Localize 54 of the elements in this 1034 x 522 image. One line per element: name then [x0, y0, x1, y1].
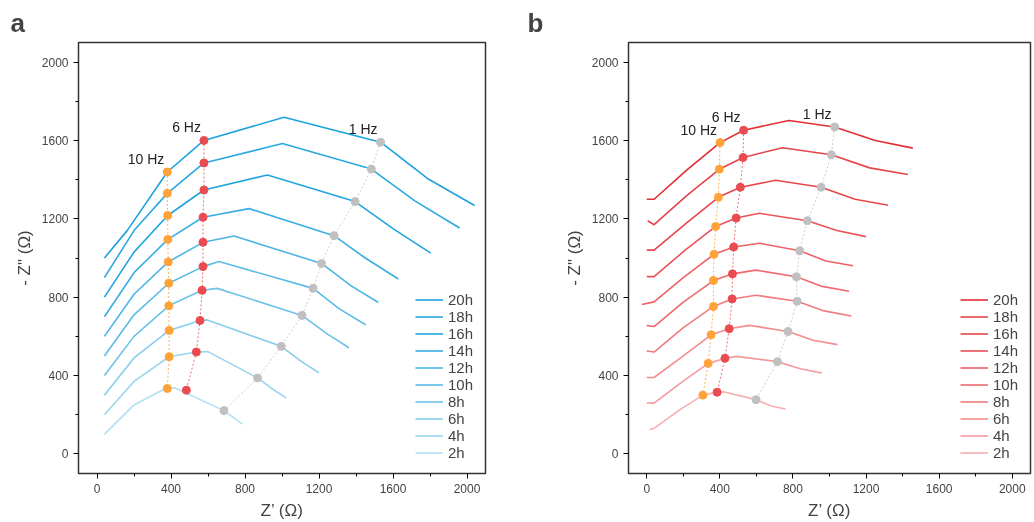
y-axis-title: - Z" (Ω) [564, 230, 584, 286]
chart-title: a [10, 7, 26, 38]
y-tick-label: 2000 [41, 55, 69, 70]
legend-label: 12h [447, 359, 473, 376]
y-tick-label: 800 [48, 290, 69, 305]
legend-label: 2h [447, 444, 466, 461]
x-tick-label: 1600 [379, 481, 407, 496]
y-axis-title: - Z" (Ω) [14, 230, 34, 286]
y-tick-label: 1200 [591, 212, 619, 227]
legend-label: 18h [992, 308, 1018, 325]
y-tick-label: 2000 [591, 55, 619, 70]
x-tick-label: 0 [93, 481, 101, 496]
legend-label: 8h [447, 393, 466, 410]
legend-label: 14h [992, 342, 1018, 359]
y-tick-label: 0 [61, 447, 69, 462]
legend-label: 20h [447, 291, 473, 308]
legend-label: 2h [992, 444, 1011, 461]
x-tick-label: 400 [160, 481, 182, 496]
legend-label: 10h [992, 376, 1018, 393]
x-tick-label: 2000 [998, 481, 1026, 496]
legend-label: 16h [447, 325, 473, 342]
x-tick-label: 2000 [453, 481, 481, 496]
y-tick-label: 800 [598, 290, 619, 305]
chart-title: b [527, 7, 544, 38]
series-label: 6 Hz [172, 119, 201, 136]
x-tick-label: 1600 [925, 481, 953, 496]
legend-label: 4h [447, 427, 466, 444]
x-tick-label: 0 [643, 481, 651, 496]
x-tick-label: 800 [234, 481, 256, 496]
legend-label: 14h [447, 342, 473, 359]
x-tick-label: 1200 [852, 481, 880, 496]
y-tick-label: 0 [611, 447, 619, 462]
legend-label: 6h [992, 410, 1011, 427]
y-tick-label: 1200 [41, 212, 69, 227]
series-label: 1 Hz [348, 121, 378, 138]
series-label: 1 Hz [802, 105, 832, 122]
legend-label: 16h [992, 325, 1018, 342]
legend-label: 8h [992, 393, 1011, 410]
legend-label: 10h [447, 376, 473, 393]
x-tick-label: 1200 [305, 481, 333, 496]
x-axis-title: Z’ (Ω) [808, 500, 851, 520]
x-axis-title: Z’ (Ω) [260, 500, 303, 520]
y-tick-label: 1600 [41, 133, 69, 148]
series-label: 10 Hz [127, 151, 165, 167]
legend-label: 12h [992, 359, 1018, 376]
x-tick-label: 400 [709, 481, 731, 496]
x-tick-label: 800 [782, 481, 804, 496]
y-tick-label: 1600 [591, 133, 619, 148]
legend-label: 4h [992, 427, 1011, 444]
legend-label: 6h [447, 410, 466, 427]
legend-label: 18h [447, 308, 473, 325]
y-tick-label: 400 [48, 369, 69, 384]
y-tick-label: 400 [598, 369, 619, 384]
legend-label: 20h [992, 291, 1018, 308]
